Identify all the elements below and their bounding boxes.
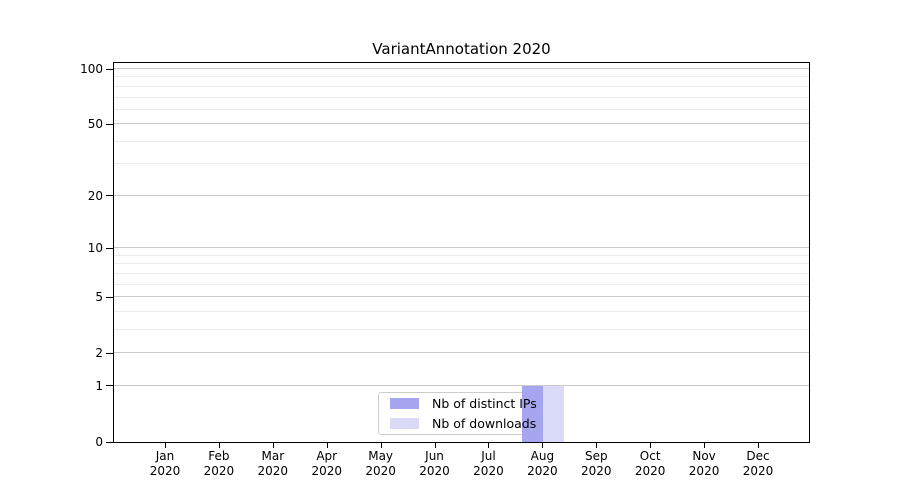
x-tick-mark: [434, 443, 436, 448]
legend-item-label: Nb of downloads: [432, 416, 537, 431]
y-tick-label: 2: [95, 346, 103, 361]
y-minor-gridline: [114, 96, 809, 98]
y-major-gridline: [114, 247, 809, 249]
x-tick-label: Dec 2020: [742, 449, 774, 478]
x-tick-label: Sep 2020: [580, 449, 612, 478]
x-tick-mark: [650, 443, 652, 448]
y-tick-mark: [106, 195, 113, 197]
y-minor-gridline: [114, 76, 809, 78]
y-minor-gridline: [114, 254, 809, 256]
y-tick-mark: [106, 247, 113, 249]
bar-nb-of-downloads: [543, 385, 565, 442]
x-tick-label: Mar 2020: [257, 449, 289, 478]
legend-item: Nb of distinct IPs: [390, 395, 537, 412]
x-tick-mark: [165, 443, 166, 448]
y-tick-label: 20: [87, 188, 103, 203]
bar-nb-of-distinct-ips: [522, 385, 544, 442]
x-tick-mark: [488, 443, 490, 448]
y-major-gridline: [114, 296, 809, 298]
y-major-gridline: [114, 123, 809, 125]
legend: Nb of distinct IPs Nb of downloads: [378, 392, 545, 435]
y-tick-label: 1: [95, 378, 103, 393]
y-tick-mark: [106, 352, 113, 354]
x-tick-label: Feb 2020: [203, 449, 235, 478]
x-tick-mark: [272, 443, 274, 448]
y-tick-label: 0: [95, 435, 103, 449]
y-tick-label: 10: [87, 241, 103, 256]
y-minor-gridline: [114, 328, 809, 330]
x-tick-mark: [542, 443, 544, 448]
legend-item-label: Nb of distinct IPs: [432, 396, 537, 411]
y-minor-gridline: [114, 263, 809, 265]
y-minor-gridline: [114, 163, 809, 165]
x-tick-label: Aug 2020: [527, 449, 558, 478]
x-tick-label: Jun 2020: [419, 449, 450, 478]
y-minor-gridline: [114, 140, 809, 142]
x-tick-label: May 2020: [365, 449, 396, 478]
legend-color-swatch: [390, 398, 419, 409]
plot-area: [113, 62, 810, 443]
x-tick-mark: [218, 443, 220, 448]
x-tick-mark: [380, 443, 382, 448]
legend-item: Nb of downloads: [390, 415, 537, 432]
x-tick-mark: [326, 443, 328, 448]
y-minor-gridline: [114, 310, 809, 312]
x-tick-label: Nov 2020: [688, 449, 720, 478]
y-tick-mark: [106, 296, 113, 298]
x-tick-mark: [704, 443, 706, 448]
y-major-gridline: [114, 384, 809, 386]
y-tick-mark: [106, 441, 113, 443]
x-tick-label: Jul 2020: [473, 449, 504, 478]
y-tick-label: 100: [80, 62, 103, 76]
y-tick-label: 50: [87, 117, 103, 132]
y-minor-gridline: [114, 272, 809, 274]
y-tick-label: 5: [95, 290, 103, 305]
y-minor-gridline: [114, 85, 809, 87]
y-minor-gridline: [114, 108, 809, 110]
y-tick-mark: [106, 68, 113, 70]
x-tick-mark: [596, 443, 598, 448]
x-tick-label: Apr 2020: [311, 449, 342, 478]
y-major-gridline: [114, 194, 809, 196]
y-tick-mark: [106, 123, 113, 125]
y-major-gridline: [114, 352, 809, 354]
x-tick-label: Oct 2020: [634, 449, 666, 478]
y-minor-gridline: [114, 283, 809, 285]
x-tick-mark: [758, 443, 759, 448]
y-tick-mark: [106, 385, 113, 387]
chart-title: VariantAnnotation 2020: [372, 40, 551, 58]
legend-color-swatch: [390, 418, 419, 429]
y-major-gridline: [114, 68, 809, 69]
x-tick-label: Jan 2020: [149, 449, 181, 478]
